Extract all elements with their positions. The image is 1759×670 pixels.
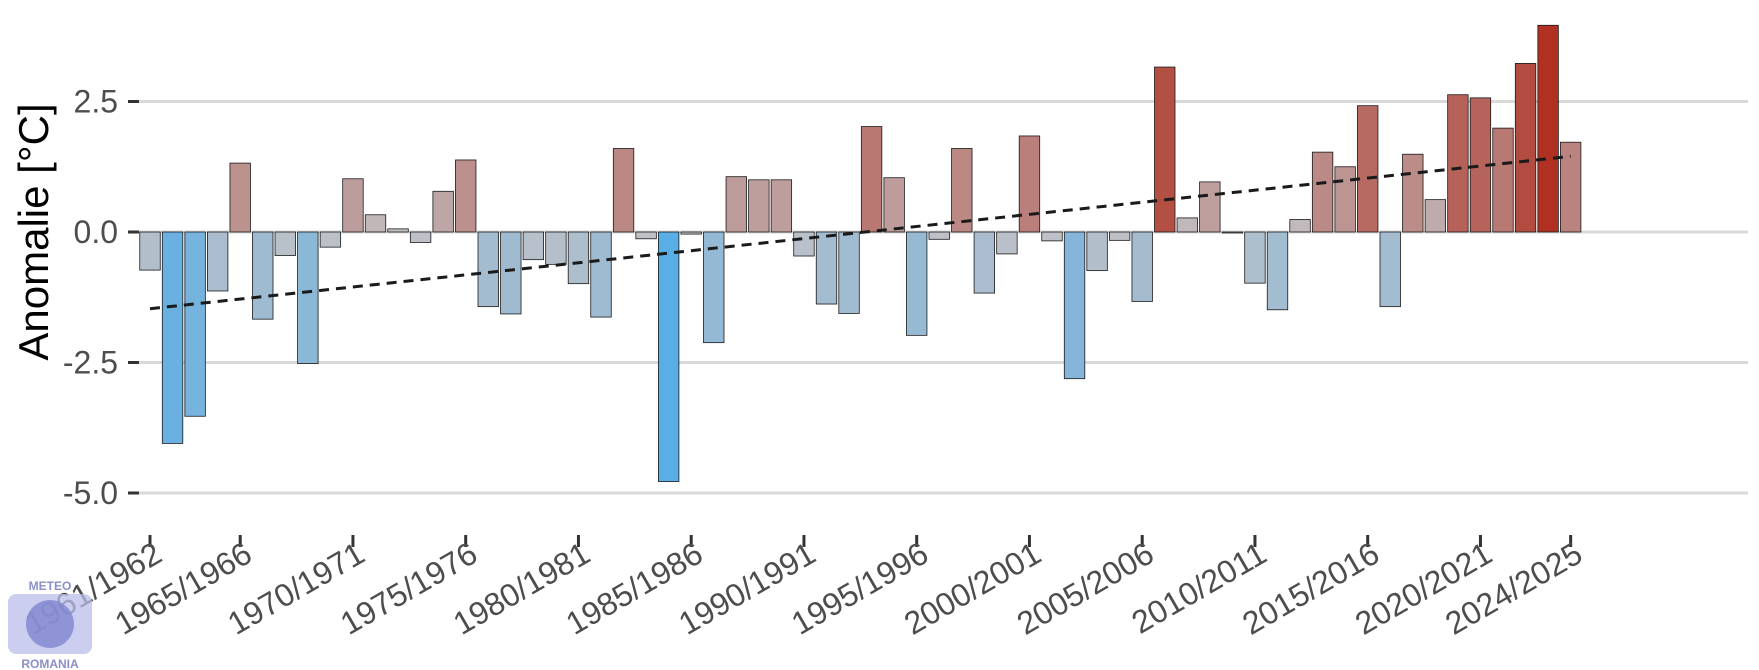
logo-text-top: METEO xyxy=(29,579,72,593)
bar xyxy=(635,231,657,240)
bar xyxy=(567,231,590,285)
logo-globe-icon xyxy=(26,600,74,648)
bar xyxy=(748,179,770,233)
y-tick-label: -2.5 xyxy=(63,345,118,381)
logo-text-bottom: ROMANIA xyxy=(21,657,79,670)
bar xyxy=(1357,105,1379,233)
bar xyxy=(1063,231,1086,380)
bar xyxy=(1560,141,1582,233)
bar xyxy=(477,231,499,308)
bar xyxy=(928,231,950,240)
bar xyxy=(838,231,860,314)
y-tick-label: 0.0 xyxy=(74,214,118,250)
bar xyxy=(793,231,815,257)
bar xyxy=(883,177,905,233)
bar xyxy=(522,231,544,261)
bar xyxy=(432,190,454,233)
bar xyxy=(364,214,387,233)
y-tick-label: 2.5 xyxy=(74,84,118,120)
bar xyxy=(703,231,725,344)
bar xyxy=(545,231,567,265)
bar xyxy=(590,231,612,318)
bar xyxy=(387,228,409,233)
bar xyxy=(973,231,995,294)
bar xyxy=(1244,231,1266,284)
bar xyxy=(815,231,838,305)
bar xyxy=(1402,153,1424,233)
bars xyxy=(139,24,1582,482)
bar xyxy=(274,231,296,256)
bar xyxy=(1086,231,1108,272)
meteo-romania-logo: METEO ROMANIA xyxy=(8,579,92,670)
bar xyxy=(1424,199,1446,233)
bar xyxy=(1221,231,1244,234)
bar xyxy=(342,178,364,233)
bar xyxy=(184,231,206,417)
bar xyxy=(409,231,432,243)
y-tick-label: -5.0 xyxy=(63,475,118,511)
bar xyxy=(229,162,251,233)
bar xyxy=(1311,151,1334,233)
bar xyxy=(252,231,274,320)
bar xyxy=(1199,181,1221,233)
bar xyxy=(996,231,1018,255)
bar xyxy=(500,231,522,315)
bar xyxy=(1154,66,1176,233)
bar xyxy=(455,159,477,233)
bar xyxy=(1131,231,1153,302)
bar xyxy=(658,231,680,482)
bar xyxy=(1176,217,1198,233)
bar xyxy=(770,179,793,233)
bar xyxy=(1492,127,1514,233)
bar xyxy=(860,126,883,233)
bar xyxy=(319,231,342,248)
bar xyxy=(139,231,161,271)
bar xyxy=(680,231,702,235)
y-axis-title: Anomalie [°C] xyxy=(10,103,57,360)
trend-line-path xyxy=(149,154,1571,311)
bar xyxy=(906,231,928,336)
x-axis: 1961/19621965/19661970/19711975/19761980… xyxy=(19,535,1589,642)
bar xyxy=(206,231,229,292)
bar xyxy=(1041,231,1063,242)
bar xyxy=(1514,62,1537,233)
bar xyxy=(951,148,973,233)
bar xyxy=(1334,166,1356,233)
bar xyxy=(297,231,319,364)
bar xyxy=(1289,219,1311,233)
bar xyxy=(612,148,635,233)
y-axis: 2.5 0.0 -2.5 -5.0 xyxy=(63,84,139,511)
trend-line xyxy=(149,154,1571,311)
bar xyxy=(161,231,184,444)
bar xyxy=(1018,135,1041,233)
bar xyxy=(1447,94,1469,233)
bar xyxy=(725,176,747,233)
bar xyxy=(1109,231,1131,241)
bar xyxy=(1379,231,1401,308)
bar xyxy=(1266,231,1289,311)
bar xyxy=(1537,24,1559,233)
